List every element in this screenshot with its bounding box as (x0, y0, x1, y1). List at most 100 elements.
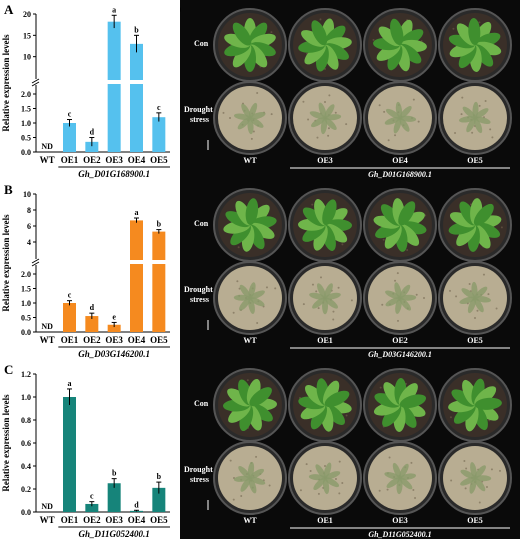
gene-label: Gh_D01G168900.1 (368, 170, 432, 179)
soil-speck (317, 492, 320, 495)
leaf (238, 466, 251, 479)
column-label: WT (243, 516, 257, 525)
bar-oe1 (63, 397, 76, 512)
column-label: OE3 (317, 156, 333, 165)
soil-speck (396, 319, 399, 322)
soil-speck (450, 479, 453, 482)
y-tick-label: 2.0 (21, 270, 31, 279)
x-tick-label: WT (40, 515, 55, 525)
soil-speck (495, 307, 498, 310)
significance-letter: a (135, 208, 139, 217)
leaf (385, 297, 401, 307)
soil-speck (270, 113, 273, 116)
x-tick-label: OE5 (150, 155, 168, 165)
leaf (449, 212, 476, 228)
y-tick-label: 1.0 (21, 119, 31, 128)
leaf (374, 393, 401, 408)
leaf (460, 469, 476, 479)
leaf (239, 284, 251, 299)
soil-speck (372, 38, 375, 41)
soil-speck (341, 481, 344, 484)
soil-speck (229, 459, 232, 462)
leaf (474, 116, 491, 124)
leaf (317, 283, 326, 299)
soil-speck (246, 379, 249, 382)
gene-label: Gh_D01G168900.1 (78, 169, 150, 179)
photo-f-svg: FConDroughtstressWTOE1OE3OE5Gh_D11G05240… (180, 360, 520, 539)
bar-oe1 (63, 303, 76, 332)
x-tick-label: OE3 (105, 515, 123, 525)
bar-oe3 (107, 21, 121, 153)
bar-oe5 (152, 117, 166, 152)
bar-oe1 (63, 123, 76, 152)
y-tick-label: 0.5 (21, 314, 31, 323)
soil-speck (229, 117, 231, 119)
axis-break-mark (31, 258, 40, 264)
bar-oe3 (107, 324, 121, 332)
soil-speck (316, 136, 319, 139)
x-tick-label: OE4 (128, 335, 146, 345)
column-label: WT (243, 156, 257, 165)
soil-speck (379, 386, 382, 389)
significance-letter: b (157, 472, 162, 481)
chart-c: C Relative expression levels 0.0 0.2 0.4 0.6 0… (0, 360, 180, 540)
soil-speck (487, 293, 490, 296)
leaf (324, 117, 337, 130)
chart-a-svg: A Relative expression levels 0.0 0.5 1.0 1.5 2… (1, 2, 170, 179)
leaf (399, 473, 416, 480)
chart-b-svg: B Relative expression levels 0.0 0.5 1.0 1.5 2… (1, 182, 170, 359)
leaf (324, 390, 350, 408)
soil-speck (327, 127, 330, 130)
soil-speck (478, 104, 481, 107)
soil-speck (396, 272, 399, 275)
x-tick-label: OE1 (61, 155, 79, 165)
soil-speck (252, 130, 255, 133)
soil-speck (232, 311, 235, 314)
bar-oe5 (152, 487, 166, 512)
leaf (240, 477, 251, 492)
soil-speck (309, 469, 312, 472)
axis-break-mark (31, 261, 40, 267)
soil-speck (332, 310, 335, 313)
soil-speck (415, 293, 418, 296)
leaf (386, 477, 401, 488)
soil-speck (500, 226, 503, 229)
leaf (399, 105, 412, 119)
y-tick-label: 0.6 (21, 439, 31, 448)
significance-letter: c (90, 492, 94, 501)
significance-letter: d (90, 128, 95, 137)
leaf (384, 116, 401, 125)
leaf (322, 477, 330, 495)
leaf (387, 44, 403, 71)
soil-speck (478, 21, 481, 24)
leaf (249, 290, 265, 299)
bar-oe5 (152, 231, 166, 332)
bar-oe4 (130, 220, 143, 332)
x-tick-label: OE4 (128, 515, 146, 525)
leaf (461, 288, 476, 299)
soil-speck (337, 286, 340, 289)
leaf (249, 468, 264, 479)
y-axis-label: Relative expression levels (1, 394, 11, 492)
leaf (474, 222, 501, 238)
x-tick-label: OE5 (150, 335, 168, 345)
leaf (241, 103, 251, 119)
leaf (398, 201, 416, 226)
leaf (248, 282, 256, 299)
leaf (248, 102, 258, 119)
row-label-stress: stress (190, 115, 209, 124)
significance-letter: b (157, 220, 162, 229)
leaf (309, 111, 326, 120)
soil-speck (302, 100, 305, 103)
leaf (395, 101, 403, 119)
leaf (399, 394, 427, 409)
soil-speck (388, 456, 391, 459)
leaf (385, 290, 401, 300)
soil-speck (381, 303, 384, 306)
leaf (458, 116, 476, 123)
y-tick-label: 10 (23, 190, 31, 199)
soil-speck (382, 238, 385, 241)
axis-break-gap (32, 79, 40, 85)
